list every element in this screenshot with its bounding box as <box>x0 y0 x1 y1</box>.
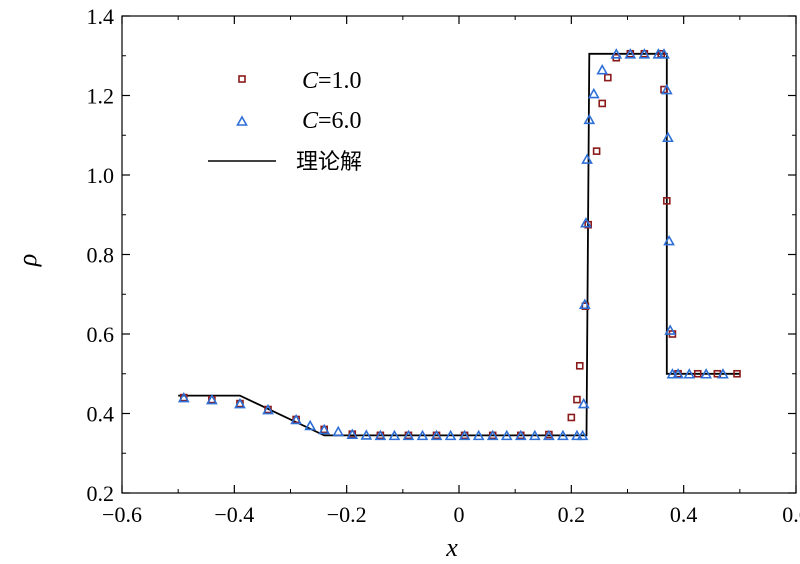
legend-marker-square <box>238 75 246 83</box>
point-c6 <box>430 429 443 441</box>
plot-frame <box>121 15 797 494</box>
y-tick-label: 1.4 <box>87 4 115 29</box>
legend-item-c6: C=6.0 <box>236 108 362 134</box>
point-c6 <box>177 391 190 403</box>
y-tick-label: 1.0 <box>87 163 115 188</box>
point-c6 <box>205 393 218 405</box>
y-axis: 0.2 0.4 0.6 0.8 1.0 1.2 1.4 <box>87 4 796 506</box>
point-c6 <box>332 425 345 437</box>
point-c6 <box>587 87 600 99</box>
point-c1 <box>575 361 584 370</box>
legend-item-exact: 理论解 <box>208 150 362 175</box>
point-c6 <box>500 429 513 441</box>
point-c6 <box>664 324 677 335</box>
point-c1 <box>567 413 576 422</box>
y-axis-label: ρ <box>13 254 42 267</box>
point-c6 <box>581 153 593 164</box>
point-c1 <box>733 369 741 378</box>
point-c1 <box>660 85 668 94</box>
series-line-exact <box>178 52 740 437</box>
point-c6 <box>444 429 457 441</box>
x-axis-label: x <box>445 533 458 562</box>
x-tick-label: 0.2 <box>558 502 586 527</box>
point-c6 <box>672 368 684 379</box>
point-c1 <box>598 99 607 108</box>
point-c6 <box>388 429 401 441</box>
y-tick-label: 0.2 <box>87 481 115 506</box>
point-c6 <box>638 48 651 59</box>
x-tick-label: 0.6 <box>782 502 800 527</box>
point-c6 <box>528 429 541 441</box>
y-tick-label: 0.8 <box>87 243 115 268</box>
point-c6 <box>458 429 471 441</box>
point-c6 <box>304 419 317 431</box>
point-c6 <box>583 113 596 125</box>
point-c6 <box>374 429 387 441</box>
point-c6 <box>666 368 679 379</box>
x-tick-label: 0.4 <box>670 502 698 527</box>
point-c6 <box>360 429 373 440</box>
point-c6 <box>486 429 499 441</box>
point-c6 <box>652 48 665 59</box>
point-c6 <box>416 429 429 441</box>
point-c1 <box>657 49 666 58</box>
point-c1 <box>604 73 612 82</box>
point-c6 <box>663 234 675 246</box>
point-c1 <box>573 395 581 404</box>
point-c6 <box>542 429 555 441</box>
point-c6 <box>610 48 623 59</box>
point-c6 <box>557 429 569 441</box>
legend-label-c6: C=6.0 <box>302 108 362 134</box>
y-tick-label: 1.2 <box>87 84 115 109</box>
legend-marker-triangle <box>236 115 248 126</box>
point-c6 <box>580 217 592 228</box>
point-c1 <box>663 197 671 205</box>
point-c6 <box>576 429 589 441</box>
point-c6 <box>658 48 670 59</box>
y-tick-label: 0.6 <box>87 322 115 347</box>
legend-label-c1: C=1.0 <box>302 68 362 94</box>
legend-item-c1: C=1.0 <box>238 68 362 94</box>
point-c6 <box>578 298 591 309</box>
point-c6 <box>262 403 274 415</box>
point-c6 <box>660 83 673 95</box>
point-c1 <box>693 369 702 378</box>
point-c6 <box>571 429 583 441</box>
point-c6 <box>514 429 527 441</box>
point-c6 <box>234 397 246 409</box>
point-c6 <box>624 48 637 59</box>
series-layer <box>177 48 741 441</box>
point-c6 <box>290 413 302 425</box>
point-c6 <box>717 368 729 379</box>
point-c6 <box>683 368 696 379</box>
legend: C=1.0 C=6.0 理论解 <box>208 68 362 175</box>
point-c6 <box>318 423 331 435</box>
point-c6 <box>700 368 713 379</box>
point-c1 <box>592 147 601 155</box>
x-tick-label: −0.2 <box>327 502 367 527</box>
x-tick-label: −0.6 <box>102 502 142 527</box>
x-axis: −0.6 −0.4 −0.2 0 0.2 0.4 0.6 <box>102 16 800 527</box>
y-tick-label: 0.4 <box>87 402 115 427</box>
point-c6 <box>596 64 609 75</box>
point-c6 <box>472 429 485 441</box>
point-c6 <box>346 428 359 439</box>
point-c6 <box>662 131 674 143</box>
x-tick-label: −0.4 <box>214 502 254 527</box>
point-c6 <box>577 397 590 409</box>
x-tick-label: 0 <box>454 502 465 527</box>
point-c6 <box>402 429 415 441</box>
legend-label-exact: 理论解 <box>296 150 362 175</box>
